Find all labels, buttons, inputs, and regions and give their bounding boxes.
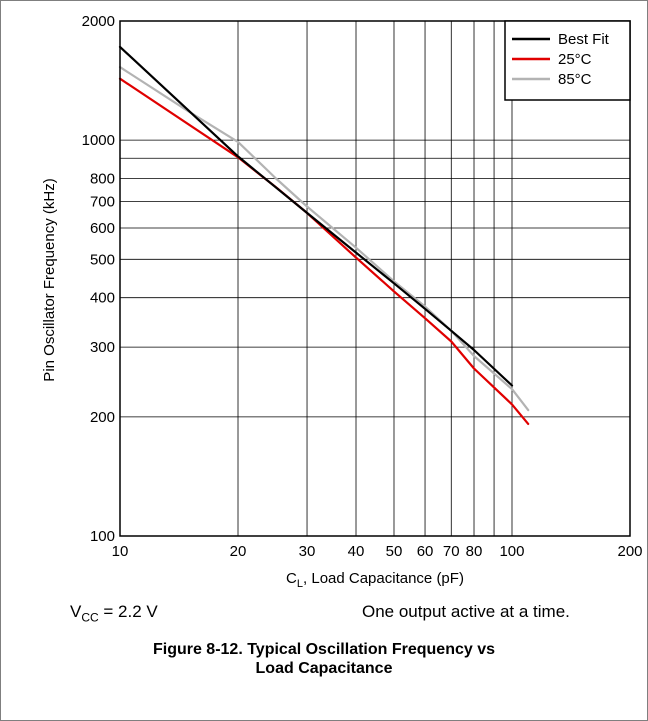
x-tick-label: 10 (112, 543, 129, 560)
legend-label: 85°C (558, 71, 592, 88)
y-tick-label: 100 (90, 528, 115, 545)
y-tick-label: 2000 (82, 13, 115, 30)
series-line-25-c (118, 77, 530, 425)
caption-line-1: Figure 8-12. Typical Oscillation Frequen… (152, 641, 496, 658)
x-tick-label: 40 (348, 543, 365, 560)
plot-border (119, 20, 631, 537)
y-tick-label: 1000 (82, 132, 115, 149)
x-tick-label: 70 (443, 543, 460, 560)
caption-line-2: Load Capacitance (255, 660, 393, 677)
y-tick-label: 200 (90, 409, 115, 426)
y-tick-label: 400 (90, 290, 115, 307)
vcc-note-subscript: CC (81, 610, 99, 625)
series-line-best-fit (118, 45, 514, 387)
y-tick-label: 700 (90, 193, 115, 210)
legend-label: 25°C (558, 51, 592, 68)
x-tick-label: 20 (230, 543, 247, 560)
legend-label: Best Fit (558, 31, 610, 48)
series-line-85-c (118, 65, 530, 412)
y-tick-label: 600 (90, 220, 115, 237)
x-axis-label: CL, Load Capacitance (pF) (286, 570, 464, 590)
figure-caption: Figure 8-12. Typical Oscillation Frequen… (0, 640, 648, 678)
series-lines (118, 45, 530, 425)
chart: 10 20 30 40 50 60 70 80 100 200 100 200 300 400 500 60… (41, 13, 643, 590)
legend: Best Fit 25°C 85°C (504, 20, 631, 101)
x-tick-label: 30 (299, 543, 316, 560)
x-tick-label: 80 (466, 543, 483, 560)
output-note: One output active at a time. (362, 602, 570, 621)
vcc-note: VCC = 2.2 V (70, 602, 158, 625)
x-tick-label: 60 (417, 543, 434, 560)
x-tick-label: 50 (386, 543, 403, 560)
y-tick-label: 800 (90, 171, 115, 188)
y-tick-labels: 100 200 300 400 500 600 700 800 1000 2000 (82, 13, 115, 545)
y-tick-label: 500 (90, 251, 115, 268)
legend-box (504, 20, 631, 101)
x-tick-label: 200 (617, 543, 642, 560)
x-tick-labels: 10 20 30 40 50 60 70 80 100 200 (112, 543, 643, 560)
x-tick-label: 100 (499, 543, 524, 560)
y-axis-label: Pin Oscillator Frequency (kHz) (41, 178, 58, 381)
y-tick-label: 300 (90, 339, 115, 356)
x-axis-label-subscript: L (297, 578, 303, 590)
